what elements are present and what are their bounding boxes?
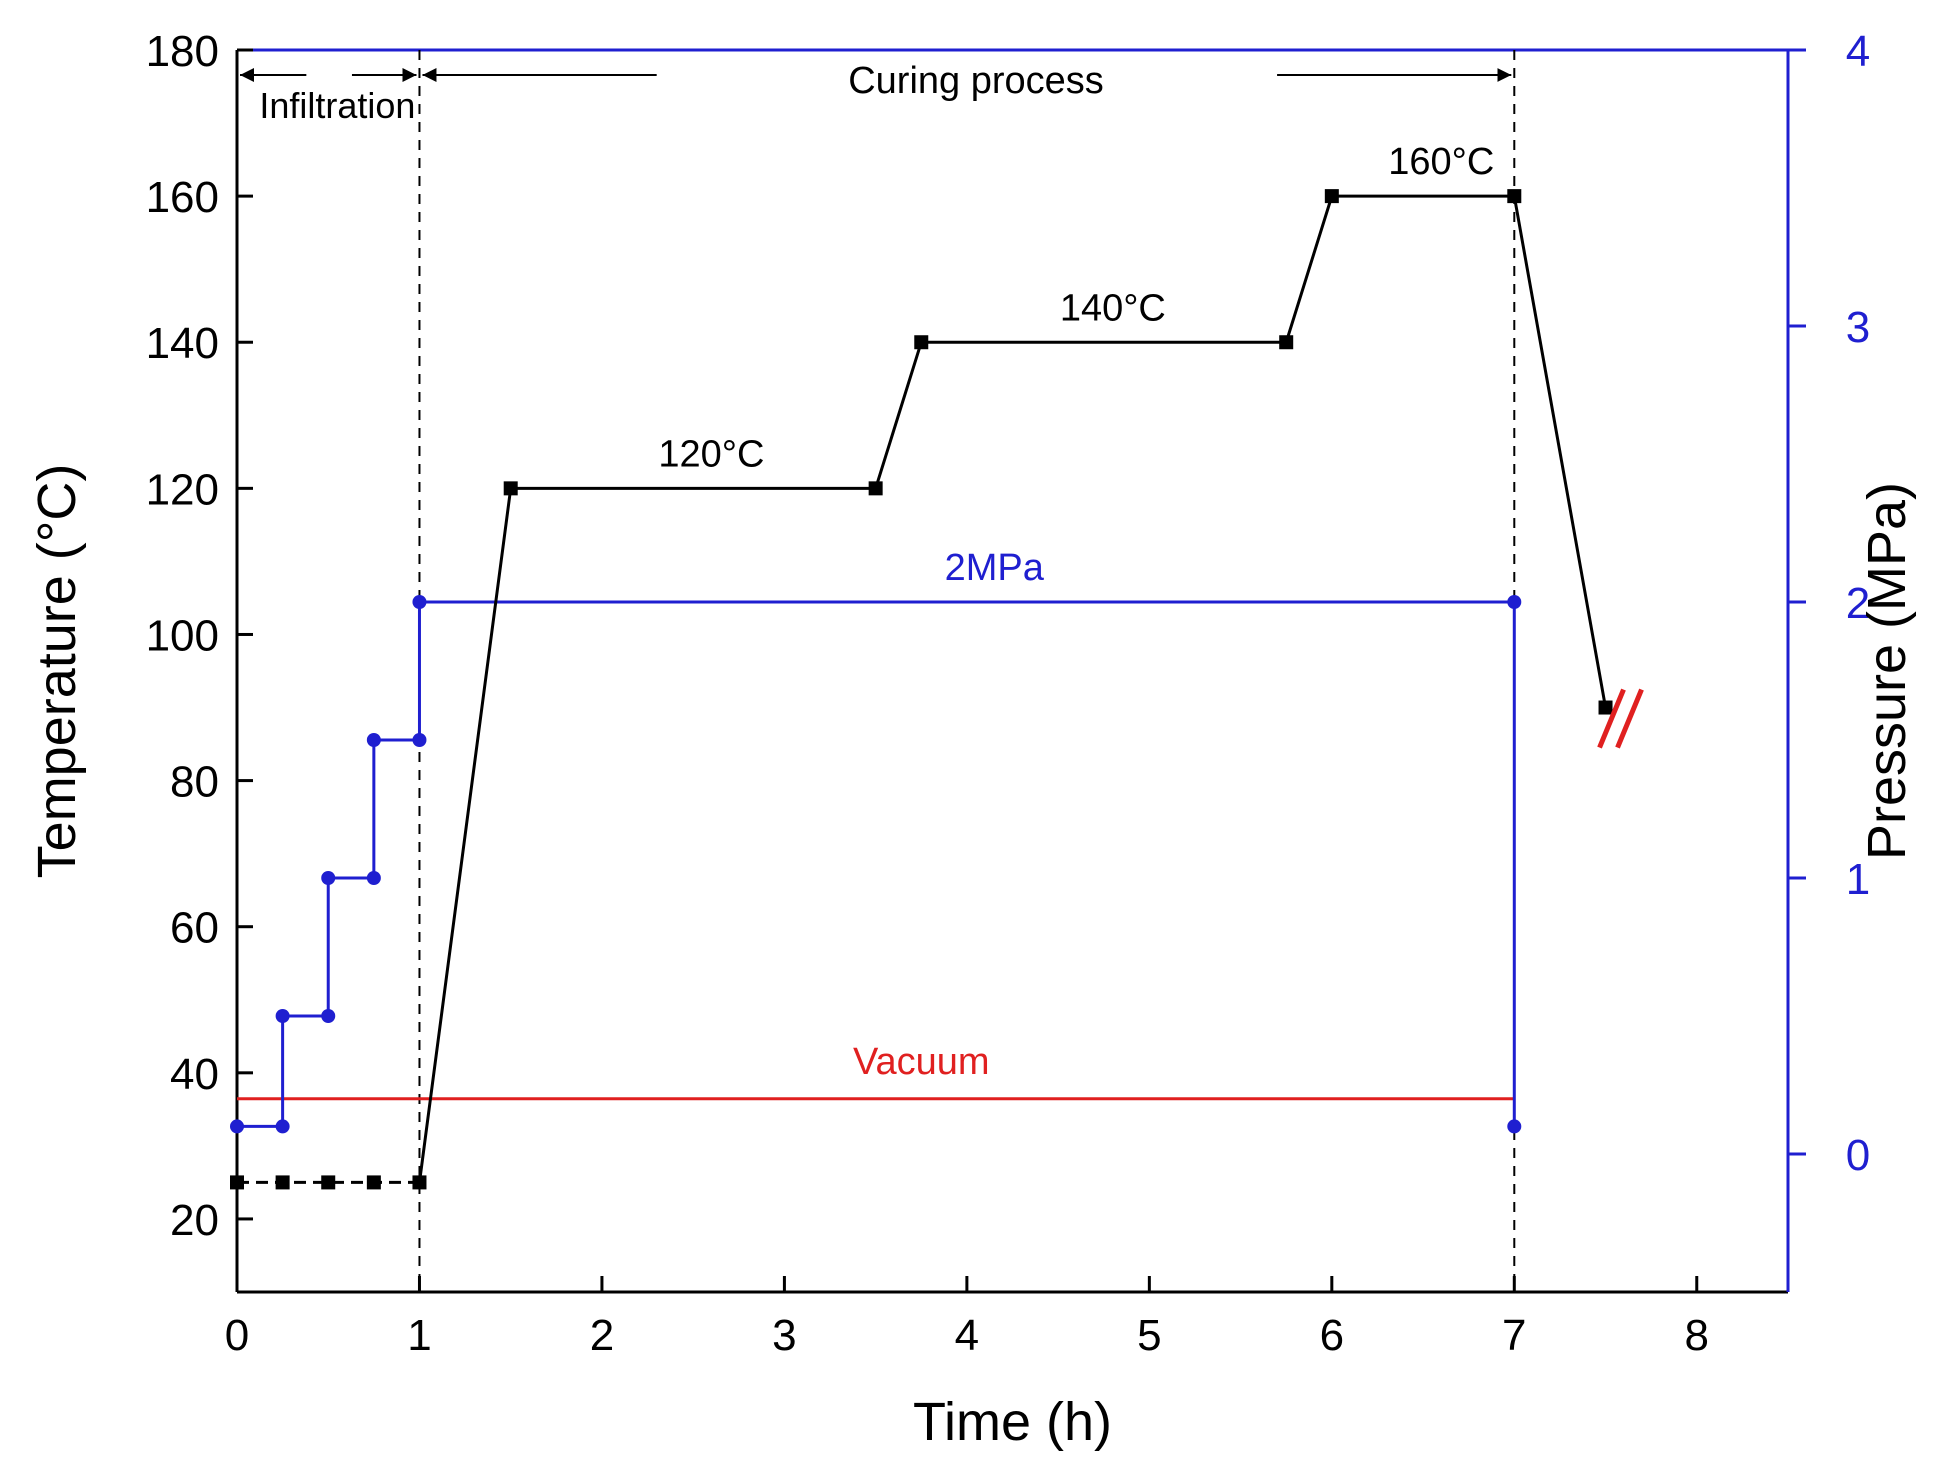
y-left-tick-label: 140	[146, 319, 219, 368]
y-left-tick-label: 120	[146, 465, 219, 514]
pressure-point	[412, 595, 427, 609]
temperature-point	[412, 1175, 427, 1190]
y-left-tick-label: 160	[146, 173, 219, 222]
pressure-2mpa-label: 2MPa	[945, 547, 1045, 589]
y-left-tick-label: 80	[170, 758, 219, 807]
pressure-point	[366, 871, 381, 885]
temperature-point	[1507, 189, 1522, 204]
pressure-point	[275, 1119, 290, 1134]
temperature-point	[275, 1175, 290, 1190]
x-tick-label: 0	[225, 1311, 249, 1360]
y-left-tick-label: 180	[146, 27, 219, 76]
y-right-tick-label: 0	[1846, 1131, 1870, 1180]
pressure-point	[1507, 595, 1522, 609]
y-right-tick-label: 4	[1846, 27, 1870, 76]
x-tick-label: 7	[1502, 1311, 1526, 1360]
x-tick-label: 3	[772, 1311, 796, 1360]
x-tick-label: 4	[955, 1311, 979, 1360]
pressure-point	[366, 733, 381, 747]
temperature-point	[1598, 700, 1613, 715]
x-tick-label: 2	[590, 1311, 614, 1360]
temperature-point	[1324, 189, 1339, 204]
temperature-line	[417, 194, 1608, 1183]
break-mark-line	[1615, 688, 1644, 749]
x-tick-label: 6	[1320, 1311, 1344, 1360]
temp-160-label: 160°C	[1388, 141, 1494, 183]
vacuum-label: Vacuum	[853, 1041, 990, 1083]
infiltration-label: Infiltration	[259, 85, 415, 126]
y-right-tick-label: 2	[1846, 579, 1870, 628]
curing-label: Curing process	[848, 60, 1104, 102]
pressure-point	[230, 1119, 244, 1134]
y-left-tick-label: 20	[170, 1196, 219, 1245]
temp-120-label: 120°C	[658, 433, 764, 475]
pressure-point	[412, 733, 427, 747]
temperature-point	[230, 1175, 244, 1190]
temp-140-label: 140°C	[1060, 287, 1166, 329]
y-left-tick-label: 100	[146, 611, 219, 660]
x-axis-title: Time (h)	[913, 1392, 1112, 1452]
y-left-tick-label: 40	[170, 1050, 219, 1099]
x-tick-label: 1	[407, 1311, 431, 1360]
temperature-point	[868, 481, 883, 496]
temperature-point	[503, 481, 518, 496]
x-tick-label: 5	[1137, 1311, 1161, 1360]
y-left-tick-label: 60	[170, 904, 219, 953]
break-mark-line	[1597, 688, 1626, 749]
y-right-axis-title: Pressure (MPa)	[1857, 482, 1917, 860]
y-right-tick-label: 1	[1846, 855, 1870, 904]
y-left-axis-title: Temperature (°C)	[27, 464, 87, 879]
pressure-point	[275, 1009, 290, 1023]
pressure-point	[321, 1009, 336, 1023]
temperature-point	[366, 1175, 381, 1190]
y-right-tick-label: 3	[1846, 303, 1870, 352]
temperature-point	[914, 335, 929, 350]
temperature-point	[1279, 335, 1294, 350]
pressure-point	[1507, 1119, 1522, 1134]
pressure-point	[321, 871, 336, 885]
temperature-point	[321, 1175, 336, 1190]
x-tick-label: 8	[1685, 1311, 1709, 1360]
